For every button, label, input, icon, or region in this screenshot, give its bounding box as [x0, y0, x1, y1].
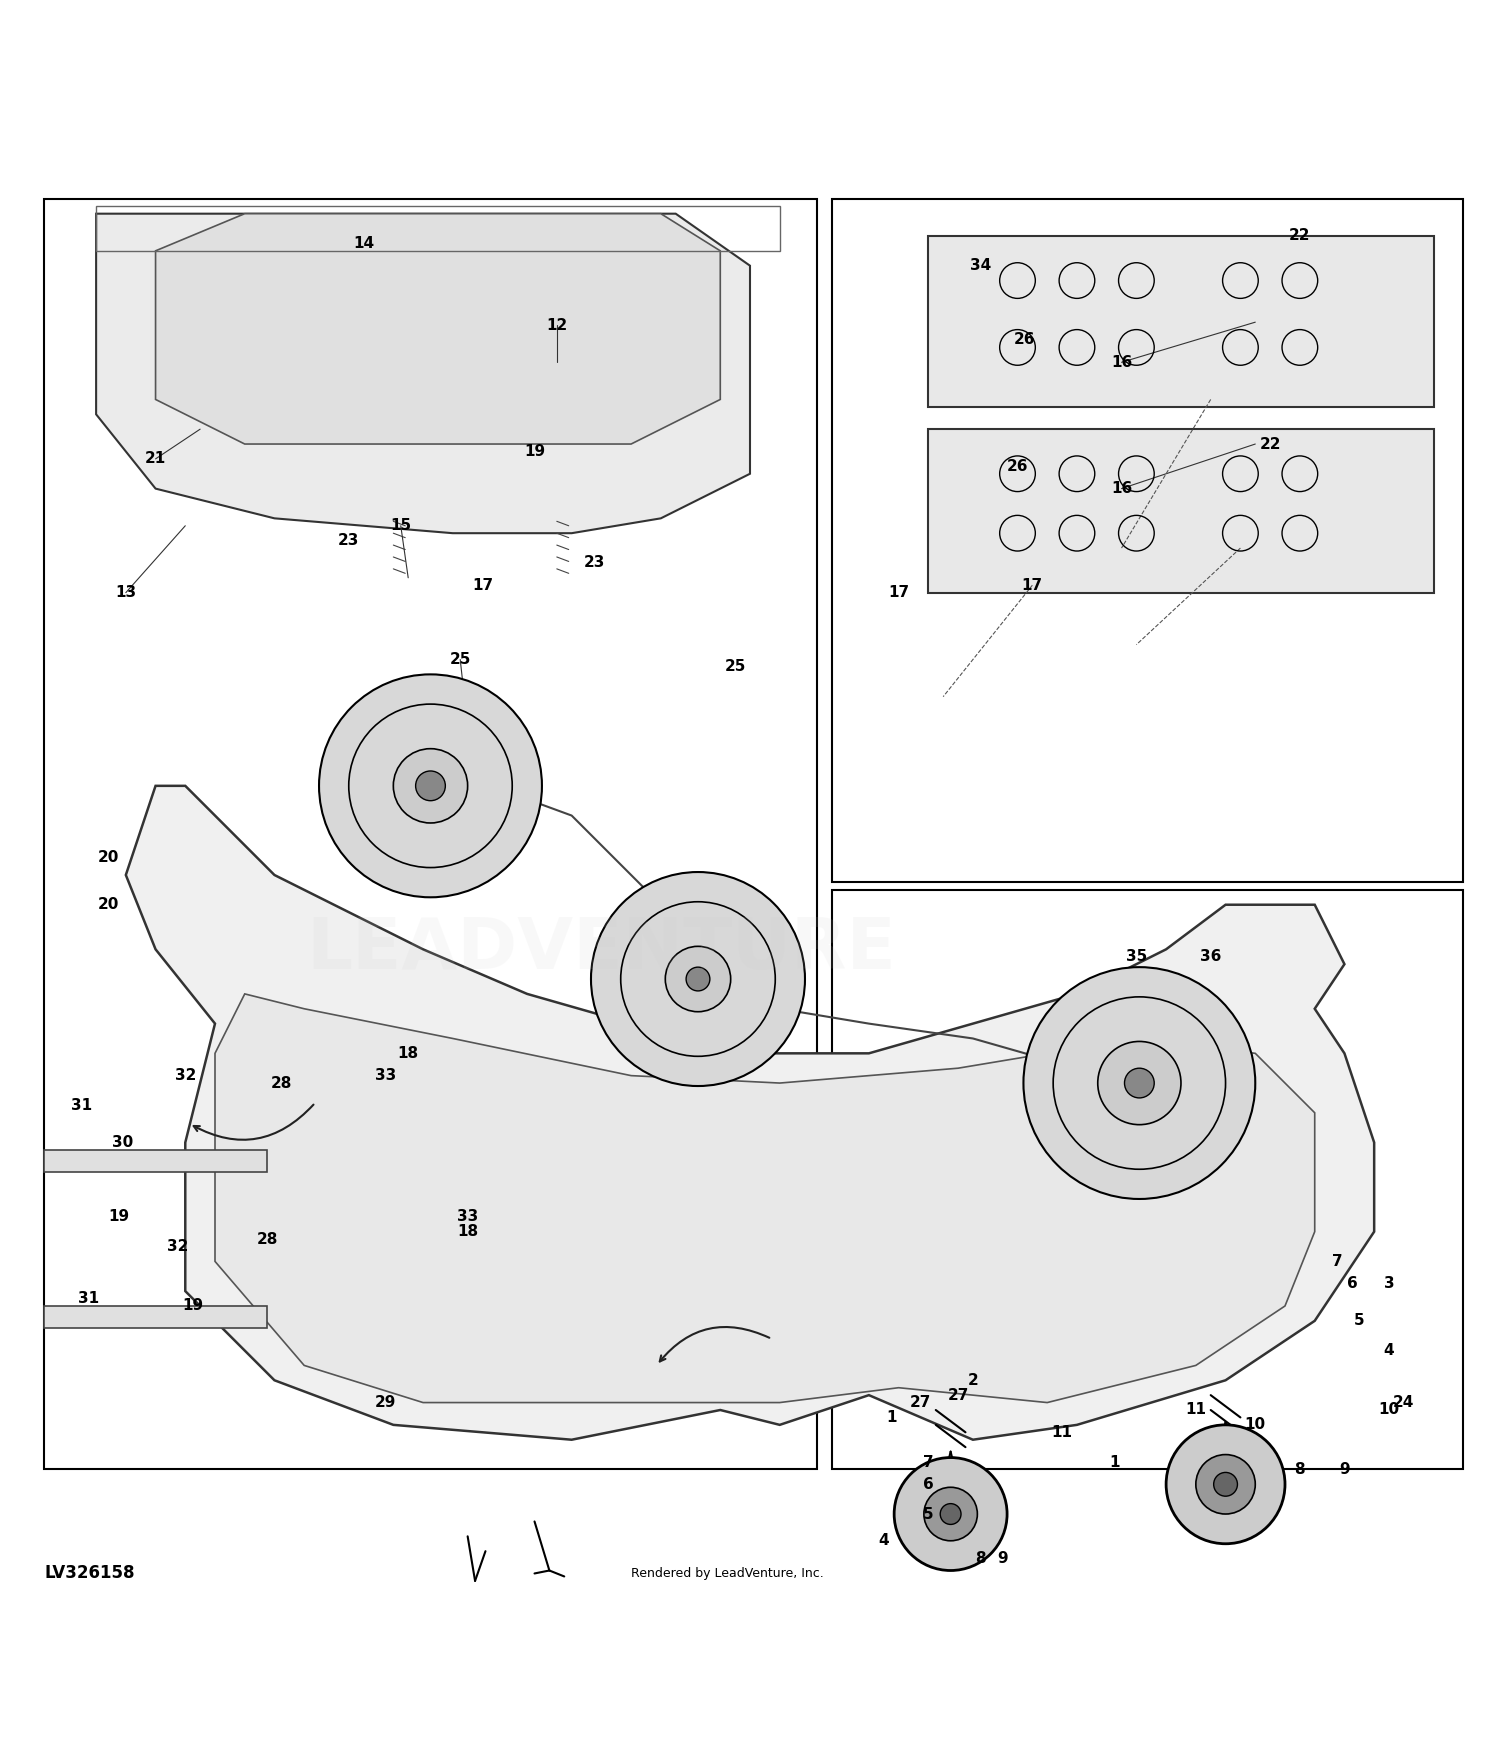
Text: 23: 23 — [584, 555, 604, 570]
Text: 27: 27 — [948, 1388, 969, 1404]
Bar — [831, 889, 1464, 1470]
Text: LEADVENTURE: LEADVENTURE — [306, 915, 897, 984]
Circle shape — [1023, 968, 1256, 1199]
Circle shape — [686, 968, 709, 990]
Circle shape — [320, 674, 542, 898]
Text: 33: 33 — [458, 1209, 478, 1225]
Text: 12: 12 — [546, 318, 567, 332]
Text: 30: 30 — [112, 1136, 134, 1150]
Text: Rendered by LeadVenture, Inc.: Rendered by LeadVenture, Inc. — [632, 1566, 824, 1580]
Polygon shape — [44, 1306, 267, 1328]
Text: 14: 14 — [352, 236, 374, 250]
Text: LV326158: LV326158 — [44, 1564, 135, 1582]
Text: 9: 9 — [998, 1550, 1008, 1566]
Circle shape — [416, 772, 446, 802]
Text: 29: 29 — [375, 1395, 396, 1410]
Text: 36: 36 — [1200, 949, 1221, 964]
Circle shape — [1098, 1041, 1180, 1125]
Text: 31: 31 — [78, 1292, 99, 1306]
Text: 15: 15 — [390, 518, 411, 534]
Text: 16: 16 — [1112, 481, 1132, 495]
Text: 31: 31 — [70, 1097, 92, 1113]
Circle shape — [1166, 1424, 1286, 1544]
Polygon shape — [928, 429, 1434, 593]
Circle shape — [894, 1458, 1007, 1570]
Text: 2: 2 — [968, 1372, 978, 1388]
Polygon shape — [928, 236, 1434, 408]
Bar — [96, 206, 780, 250]
Text: 10: 10 — [1378, 1402, 1400, 1418]
Text: 9: 9 — [1340, 1461, 1350, 1477]
Text: 26: 26 — [1007, 458, 1029, 474]
Text: 26: 26 — [1014, 332, 1035, 348]
Text: 18: 18 — [458, 1225, 478, 1239]
Text: 33: 33 — [375, 1068, 396, 1083]
Text: 19: 19 — [182, 1298, 204, 1314]
Circle shape — [1125, 1068, 1154, 1097]
Text: 24: 24 — [1394, 1395, 1414, 1410]
Text: 1: 1 — [886, 1410, 897, 1424]
Text: 32: 32 — [166, 1239, 189, 1255]
Text: 27: 27 — [910, 1395, 932, 1410]
Text: 20: 20 — [98, 898, 118, 912]
Text: 17: 17 — [1022, 578, 1042, 593]
Text: 8: 8 — [975, 1550, 986, 1566]
Text: 22: 22 — [1288, 229, 1311, 243]
Circle shape — [666, 947, 730, 1012]
Bar — [44, 200, 818, 1470]
Circle shape — [1214, 1472, 1237, 1496]
Polygon shape — [96, 214, 750, 534]
Text: 1: 1 — [1108, 1454, 1119, 1470]
Text: 13: 13 — [116, 584, 136, 600]
Text: 20: 20 — [98, 850, 118, 864]
Text: 5: 5 — [922, 1507, 933, 1521]
Text: 22: 22 — [1260, 436, 1281, 452]
Text: 23: 23 — [338, 534, 360, 548]
Text: 28: 28 — [256, 1232, 278, 1246]
Polygon shape — [44, 1150, 267, 1172]
Text: 3: 3 — [1383, 1276, 1395, 1292]
Text: 6: 6 — [922, 1477, 933, 1491]
Text: 19: 19 — [524, 444, 544, 458]
Circle shape — [393, 749, 468, 822]
Polygon shape — [126, 786, 1374, 1440]
Circle shape — [940, 1503, 962, 1524]
Text: 6: 6 — [1347, 1276, 1358, 1292]
Text: 11: 11 — [1185, 1402, 1206, 1418]
Circle shape — [924, 1488, 978, 1540]
Text: 32: 32 — [174, 1068, 196, 1083]
Circle shape — [1196, 1454, 1256, 1514]
Text: 4: 4 — [879, 1533, 890, 1549]
Text: 17: 17 — [472, 578, 494, 593]
Text: 5: 5 — [1354, 1312, 1365, 1328]
Text: 16: 16 — [1112, 355, 1132, 369]
Text: 17: 17 — [888, 584, 909, 600]
Text: 4: 4 — [1383, 1342, 1395, 1358]
Text: 11: 11 — [1052, 1424, 1072, 1440]
Polygon shape — [156, 214, 720, 444]
Text: 25: 25 — [724, 660, 746, 674]
Text: 7: 7 — [922, 1454, 933, 1470]
Text: 8: 8 — [1294, 1461, 1305, 1477]
Text: 21: 21 — [146, 452, 166, 467]
Text: 10: 10 — [1245, 1418, 1266, 1431]
Bar — [831, 200, 1464, 882]
Polygon shape — [214, 994, 1314, 1402]
Text: 34: 34 — [969, 259, 992, 273]
Text: 35: 35 — [1126, 949, 1148, 964]
Circle shape — [591, 872, 806, 1087]
Text: 25: 25 — [450, 653, 471, 667]
Text: 19: 19 — [108, 1209, 129, 1225]
Text: 7: 7 — [1332, 1255, 1342, 1269]
Text: 18: 18 — [398, 1046, 418, 1060]
Text: 28: 28 — [272, 1076, 292, 1090]
